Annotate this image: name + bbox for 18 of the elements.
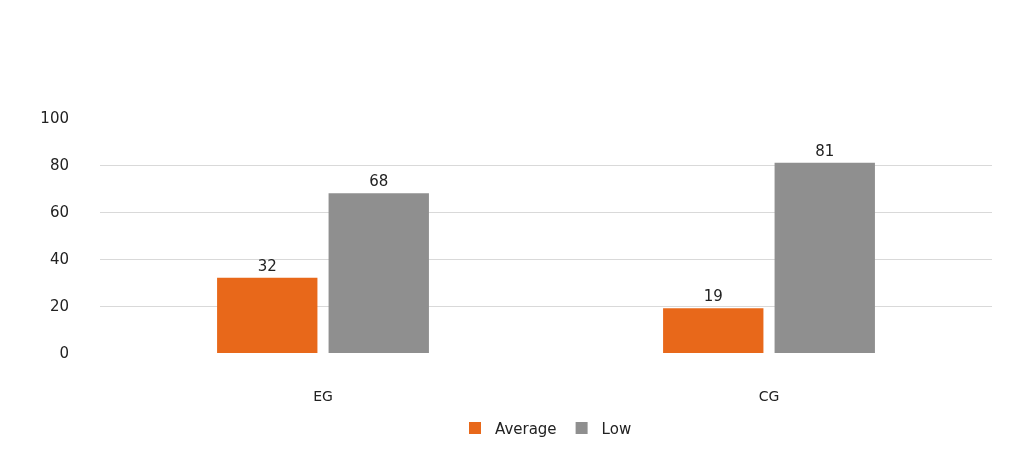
legend-label: Low (601, 419, 632, 438)
y-tick-label: 40 (49, 250, 69, 269)
bar (328, 193, 429, 353)
data-label: 32 (257, 256, 277, 275)
x-tick-label: EG (313, 387, 333, 404)
y-tick-label: 80 (49, 156, 69, 175)
data-label: 81 (815, 141, 835, 160)
data-label: 19 (703, 287, 723, 306)
legend-label: Average (495, 419, 557, 438)
data-label: 68 (369, 172, 389, 191)
bar (774, 162, 875, 353)
y-tick-label: 0 (59, 344, 69, 363)
y-tick-label: 20 (49, 297, 69, 316)
bar (217, 277, 318, 353)
y-tick-label: 100 (40, 109, 69, 128)
x-tick-label: CG (758, 387, 780, 404)
y-tick-label: 60 (49, 203, 69, 222)
bar (663, 308, 764, 353)
